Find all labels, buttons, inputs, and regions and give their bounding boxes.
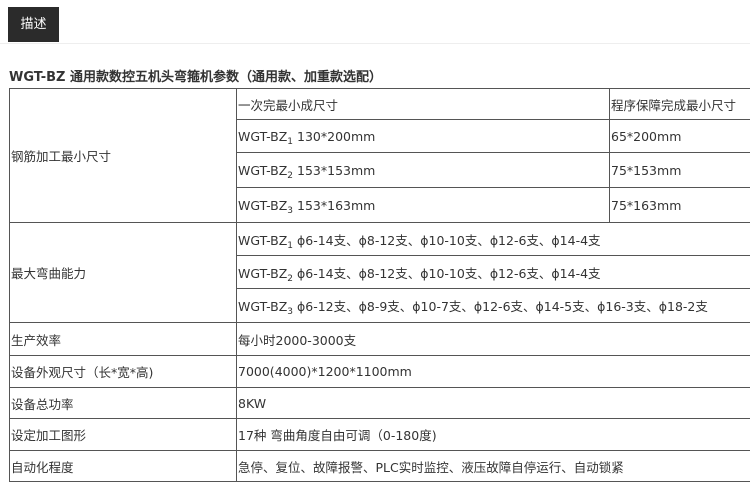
table-row: 设备总功率 8KW	[9, 387, 750, 419]
cell: WGT-BZ1 130*200mm	[236, 119, 610, 153]
cell: 75*153mm	[609, 152, 750, 188]
cell: WGT-BZ2 153*153mm	[236, 152, 610, 188]
table-row: 设备外观尺寸（长*宽*高) 7000(4000)*1200*1100mm	[9, 355, 750, 388]
table-row: WGT-BZ3 ϕ6-12支、ϕ8-9支、ϕ10-7支、ϕ12-6支、ϕ14-5…	[10, 288, 750, 323]
row-label: 设备总功率	[9, 387, 237, 419]
tab-divider	[0, 43, 750, 44]
row-label: 自动化程度	[9, 450, 237, 482]
row-label: 设定加工图形	[9, 418, 237, 451]
row-label: 最大弯曲能力	[9, 222, 237, 323]
cell: 8KW	[236, 387, 750, 419]
table-row: 生产效率 每小时2000-3000支	[9, 322, 750, 356]
cell: WGT-BZ3 153*163mm	[236, 187, 610, 223]
table-row: 最大弯曲能力 WGT-BZ1 ϕ6-14支、ϕ8-12支、ϕ10-10支、ϕ12…	[9, 222, 750, 323]
table-row: 自动化程度 急停、复位、故障报警、PLC实时监控、液压故障自停运行、自动锁紧	[9, 450, 750, 482]
cell: 7000(4000)*1200*1100mm	[236, 355, 750, 388]
cell: WGT-BZ1 ϕ6-14支、ϕ8-12支、ϕ10-10支、ϕ12-6支、ϕ14…	[236, 222, 750, 256]
table-row: 钢筋加工最小尺寸 一次完最小成尺寸 程序保障完成最小尺寸	[9, 88, 750, 223]
cell: WGT-BZ3 ϕ6-12支、ϕ8-9支、ϕ10-7支、ϕ12-6支、ϕ14-5…	[236, 288, 750, 323]
row-label: 钢筋加工最小尺寸	[9, 88, 237, 223]
page-title: WGT-BZ 通用款数控五机头弯箍机参数（通用款、加重款选配）	[9, 70, 382, 85]
cell: WGT-BZ2 ϕ6-14支、ϕ8-12支、ϕ10-10支、ϕ12-6支、ϕ14…	[236, 255, 750, 289]
cell: 急停、复位、故障报警、PLC实时监控、液压故障自停运行、自动锁紧	[236, 450, 750, 482]
table-row: WGT-BZ1 130*200mm 65*200mm	[10, 119, 750, 153]
table-row: 设定加工图形 17种 弯曲角度自由可调（0-180度)	[9, 418, 750, 451]
cell: 每小时2000-3000支	[236, 322, 750, 356]
column-header: 一次完最小成尺寸	[236, 88, 610, 120]
tab-description[interactable]: 描述	[8, 7, 59, 42]
table-row: WGT-BZ2 ϕ6-14支、ϕ8-12支、ϕ10-10支、ϕ12-6支、ϕ14…	[10, 255, 750, 289]
cell: 17种 弯曲角度自由可调（0-180度)	[236, 418, 750, 451]
column-header: 程序保障完成最小尺寸	[609, 88, 750, 120]
row-label: 生产效率	[9, 322, 237, 356]
cell: 75*163mm	[609, 187, 750, 223]
cell: 65*200mm	[609, 119, 750, 153]
row-label: 设备外观尺寸（长*宽*高)	[9, 355, 237, 388]
spec-table: 钢筋加工最小尺寸 一次完最小成尺寸 程序保障完成最小尺寸 WGT-BZ1 130…	[9, 88, 750, 482]
